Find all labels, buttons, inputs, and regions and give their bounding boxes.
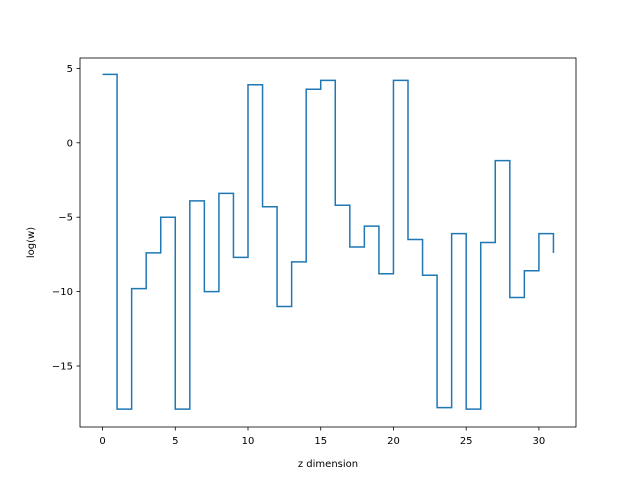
x-axis-ticks: 0 5 10 15 20 25 30 [99, 427, 545, 447]
y-tick-label: −15 [52, 361, 73, 372]
x-tick-label: 20 [387, 436, 400, 447]
x-tick-label: 10 [242, 436, 255, 447]
x-tick-label: 25 [460, 436, 473, 447]
y-axis-label: log(w) [26, 227, 37, 258]
series-line-0 [102, 73, 555, 410]
x-tick-label: 15 [314, 436, 327, 447]
series-layer [102, 73, 555, 410]
plot-frame [79, 57, 577, 428]
x-tick-label: 30 [533, 436, 546, 447]
y-tick-label: −5 [58, 213, 73, 224]
x-tick-label: 0 [99, 436, 105, 447]
y-tick-label: −10 [52, 287, 73, 298]
y-tick-label: 0 [67, 138, 73, 149]
x-axis-label: z dimension [298, 459, 358, 470]
y-tick-label: 5 [67, 64, 73, 75]
y-axis-ticks: 5 0 −5 −10 −15 [52, 64, 80, 372]
x-tick-label: 5 [172, 436, 178, 447]
